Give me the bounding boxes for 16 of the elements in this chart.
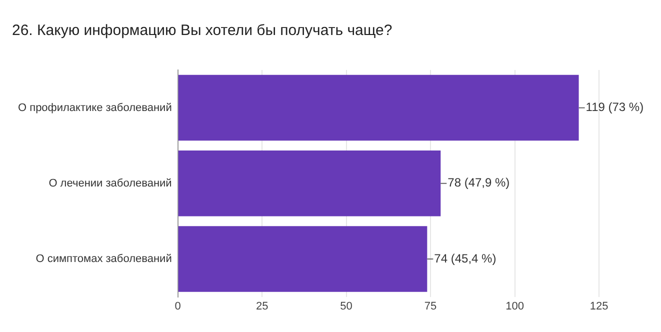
y-tick-label: О симптомах заболеваний bbox=[36, 253, 172, 266]
x-tick-label: 50 bbox=[340, 300, 352, 312]
y-tick-label: О профилактике заболеваний bbox=[18, 102, 172, 114]
data-label: 78 (47,9 %) bbox=[448, 176, 510, 190]
y-tick-label: О лечении заболеваний bbox=[48, 177, 172, 190]
x-tick-label: 100 bbox=[506, 300, 524, 312]
bar bbox=[178, 74, 579, 141]
x-tick-label: 75 bbox=[424, 300, 437, 312]
bar bbox=[178, 150, 441, 216]
data-label: 74 (45,4 %) bbox=[434, 251, 496, 266]
data-label: 119 (73 %) bbox=[586, 100, 644, 114]
bar bbox=[178, 226, 428, 292]
chart-title: 26. Какую информацию Вы хотели бы получать чаще? bbox=[12, 22, 392, 40]
x-tick-label: 25 bbox=[256, 300, 268, 312]
x-tick-label: 0 bbox=[174, 300, 181, 312]
x-tick-label: 125 bbox=[590, 300, 608, 312]
